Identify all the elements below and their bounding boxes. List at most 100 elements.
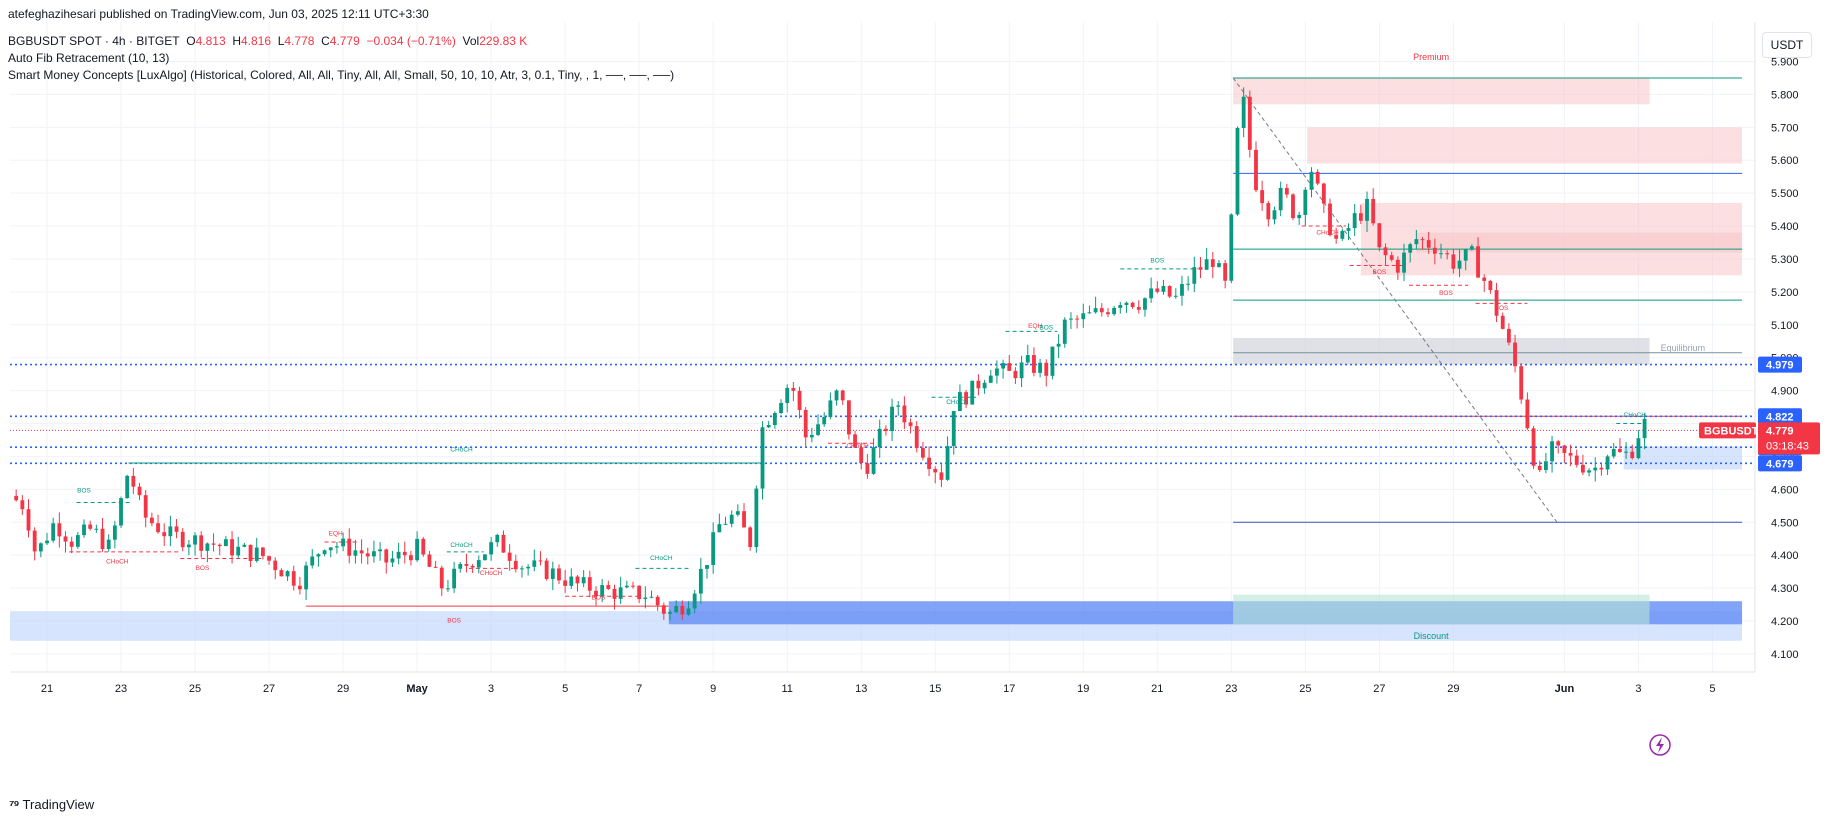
candle[interactable] bbox=[57, 512, 62, 548]
candle[interactable] bbox=[69, 536, 74, 554]
candle[interactable] bbox=[322, 549, 327, 557]
candle[interactable] bbox=[1124, 301, 1129, 313]
candle[interactable] bbox=[877, 419, 882, 458]
candle[interactable] bbox=[1611, 443, 1616, 459]
candle[interactable] bbox=[1284, 183, 1289, 198]
candle[interactable] bbox=[223, 536, 228, 547]
candle[interactable] bbox=[995, 360, 999, 384]
time-tick-label[interactable]: 27 bbox=[1373, 683, 1385, 695]
candle[interactable] bbox=[766, 420, 771, 429]
time-tick-label[interactable]: 11 bbox=[781, 683, 792, 695]
candle[interactable] bbox=[63, 531, 68, 553]
candle[interactable] bbox=[1032, 347, 1036, 377]
candle[interactable] bbox=[20, 495, 25, 516]
candle[interactable] bbox=[544, 558, 549, 581]
candle[interactable] bbox=[1630, 444, 1635, 460]
candle[interactable] bbox=[193, 532, 197, 556]
candle[interactable] bbox=[594, 586, 598, 606]
candle[interactable] bbox=[754, 485, 759, 553]
candle[interactable] bbox=[982, 379, 987, 394]
candle[interactable] bbox=[723, 516, 728, 525]
time-tick-label[interactable]: 9 bbox=[710, 683, 716, 695]
candle[interactable] bbox=[612, 584, 617, 610]
candle[interactable] bbox=[828, 392, 833, 420]
candle[interactable] bbox=[661, 602, 666, 620]
candle[interactable] bbox=[32, 527, 37, 561]
candle[interactable] bbox=[1229, 213, 1234, 284]
candle[interactable] bbox=[1371, 188, 1376, 226]
symbol-legend[interactable]: BGBUSDT SPOT · 4h · BITGET O4.813 H4.816… bbox=[8, 34, 527, 48]
currency-button[interactable]: USDT bbox=[1762, 32, 1812, 58]
candle[interactable] bbox=[920, 442, 925, 461]
candle[interactable] bbox=[248, 544, 253, 568]
candle[interactable] bbox=[260, 546, 265, 560]
candle[interactable] bbox=[304, 561, 308, 601]
level-badge[interactable]: 4.679 bbox=[1758, 455, 1802, 472]
candle[interactable] bbox=[347, 528, 352, 564]
candle[interactable] bbox=[1087, 305, 1092, 314]
candle[interactable] bbox=[1173, 288, 1178, 299]
candle[interactable] bbox=[1580, 454, 1585, 476]
candle[interactable] bbox=[883, 425, 888, 436]
candle[interactable] bbox=[353, 539, 358, 564]
time-tick-label[interactable]: 21 bbox=[41, 683, 53, 695]
candle[interactable] bbox=[1075, 315, 1080, 329]
current-price-badge[interactable]: BGBUSDT 4.779 03:18:43 bbox=[1699, 422, 1820, 455]
candle[interactable] bbox=[822, 412, 827, 427]
candle[interactable] bbox=[26, 499, 31, 538]
candle[interactable] bbox=[618, 576, 623, 605]
candle[interactable] bbox=[1328, 198, 1332, 237]
time-tick-label[interactable]: 29 bbox=[337, 683, 349, 695]
time-tick-label[interactable]: 21 bbox=[1151, 683, 1163, 695]
candle[interactable] bbox=[705, 564, 709, 579]
time-tick-label[interactable]: 15 bbox=[929, 683, 941, 695]
candle[interactable] bbox=[631, 581, 635, 589]
candle[interactable] bbox=[1482, 274, 1487, 292]
candle[interactable] bbox=[452, 561, 457, 593]
candle[interactable] bbox=[717, 513, 722, 533]
candle[interactable] bbox=[341, 532, 345, 552]
candle[interactable] bbox=[1013, 367, 1018, 384]
candle[interactable] bbox=[112, 520, 117, 549]
candle[interactable] bbox=[1241, 87, 1246, 138]
candle[interactable] bbox=[328, 547, 333, 558]
candle[interactable] bbox=[1260, 180, 1265, 211]
time-tick-label[interactable]: 23 bbox=[115, 683, 127, 695]
candle[interactable] bbox=[439, 565, 444, 596]
candle[interactable] bbox=[1038, 358, 1043, 378]
candle[interactable] bbox=[378, 542, 383, 561]
candle[interactable] bbox=[871, 438, 876, 475]
candle[interactable] bbox=[168, 515, 173, 547]
candle[interactable] bbox=[550, 561, 555, 591]
candle[interactable] bbox=[1118, 301, 1123, 314]
candle[interactable] bbox=[162, 523, 167, 547]
candle[interactable] bbox=[1161, 279, 1166, 295]
candle[interactable] bbox=[51, 517, 56, 543]
candle[interactable] bbox=[137, 482, 142, 501]
candle[interactable] bbox=[149, 512, 154, 527]
candle[interactable] bbox=[1377, 223, 1382, 252]
candle[interactable] bbox=[1210, 251, 1215, 279]
candle[interactable] bbox=[1291, 193, 1295, 221]
candle[interactable] bbox=[643, 586, 648, 609]
candle[interactable] bbox=[421, 536, 426, 557]
candle[interactable] bbox=[1315, 169, 1320, 186]
candle[interactable] bbox=[1309, 167, 1314, 198]
candle[interactable] bbox=[94, 524, 99, 533]
candle[interactable] bbox=[816, 414, 820, 437]
candle[interactable] bbox=[1358, 204, 1363, 224]
time-tick-label[interactable]: 5 bbox=[562, 683, 568, 695]
candle[interactable] bbox=[205, 542, 210, 563]
candle[interactable] bbox=[587, 570, 592, 598]
candle[interactable] bbox=[735, 504, 740, 517]
candle[interactable] bbox=[957, 384, 962, 412]
candle[interactable] bbox=[1506, 323, 1511, 346]
candle[interactable] bbox=[1130, 301, 1135, 309]
candle[interactable] bbox=[1556, 439, 1561, 454]
candle[interactable] bbox=[711, 522, 716, 574]
candle[interactable] bbox=[1605, 454, 1610, 475]
candle[interactable] bbox=[1618, 438, 1622, 453]
candle[interactable] bbox=[1365, 191, 1369, 232]
candle[interactable] bbox=[402, 541, 407, 564]
candle[interactable] bbox=[1254, 141, 1258, 193]
